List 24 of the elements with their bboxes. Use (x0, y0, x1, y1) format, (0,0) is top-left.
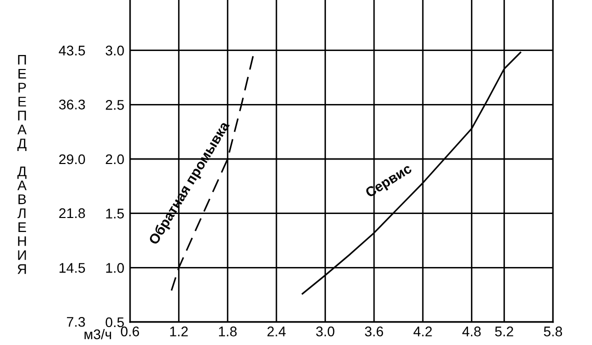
y2-tick-label: 7.3 (66, 316, 85, 327)
y2-tick-label: 21.8 (59, 208, 85, 218)
x-tick-label: 3.6 (364, 326, 384, 336)
y-tick-label: 3.0 (106, 46, 124, 56)
x-tick-label: 2.4 (267, 326, 286, 336)
x-tick-label: 4.8 (462, 326, 481, 336)
y-tick-label: 0.5 (106, 317, 124, 328)
text: ПЕРЕПАД ДАВЛЕНИЯ (17, 54, 27, 274)
y-tick-label: 2.0 (106, 154, 124, 164)
y2-tick-label: 29.0 (59, 154, 86, 164)
x-axis-title: м3/ч (84, 329, 112, 340)
y2-tick-label: 43.5 (58, 46, 85, 56)
x-tick-label: 1.8 (219, 326, 237, 336)
x-tick-label: 5.8 (544, 326, 562, 336)
x-tick-label: 1.2 (170, 326, 188, 336)
x-tick-label: 4.2 (414, 326, 432, 336)
x-tick-label: 3.0 (316, 326, 334, 336)
y2-tick-label: 14.5 (60, 263, 85, 273)
y2-tick-label: 36.3 (59, 100, 85, 110)
x-tick-label: 5.2 (495, 326, 514, 336)
x-tick-label: 0.6 (120, 326, 140, 336)
y-tick-label: 1.0 (106, 263, 124, 273)
y-tick-label: 1.5 (106, 208, 124, 219)
y-tick-label: 2.5 (106, 100, 124, 110)
